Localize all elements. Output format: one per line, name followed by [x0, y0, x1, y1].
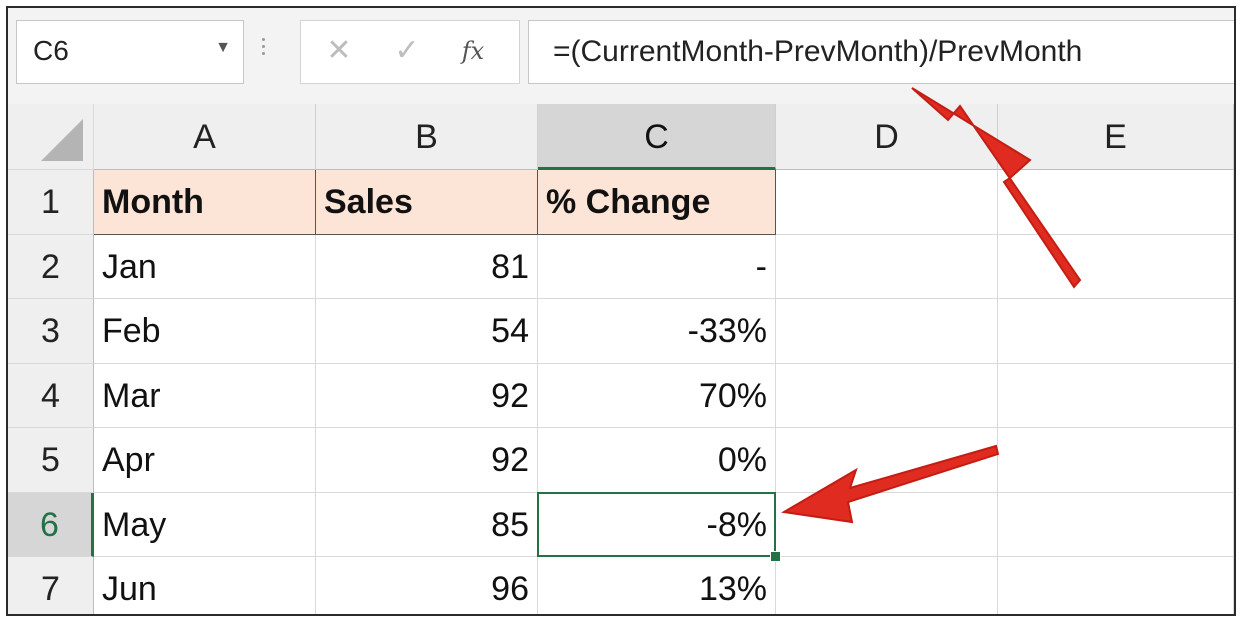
cell-b5[interactable]: 92 — [316, 428, 538, 493]
name-box-value: C6 — [33, 35, 69, 66]
cell-a3[interactable]: Feb — [94, 299, 316, 364]
cell-e4[interactable] — [998, 363, 1234, 428]
select-all-icon — [41, 119, 83, 161]
column-header-d[interactable]: D — [776, 104, 998, 170]
cell-b2[interactable]: 81 — [316, 234, 538, 299]
cell-a6[interactable]: May — [94, 492, 316, 557]
cell-d5[interactable] — [776, 428, 998, 493]
cell-a4[interactable]: Mar — [94, 363, 316, 428]
cell-value: Sales — [324, 183, 413, 221]
row-header-5[interactable]: 5 — [8, 428, 94, 493]
select-all-corner[interactable] — [8, 104, 94, 170]
cell-value: -33% — [687, 312, 767, 350]
cell-c7[interactable]: 13% — [538, 557, 776, 614]
cell-b4[interactable]: 92 — [316, 363, 538, 428]
column-header-e[interactable]: E — [998, 104, 1234, 170]
cell-a5[interactable]: Apr — [94, 428, 316, 493]
cell-value: May — [102, 505, 167, 544]
cell-value: Mar — [102, 376, 161, 415]
cell-value: 13% — [698, 570, 767, 608]
cell-b6[interactable]: 85 — [316, 492, 538, 557]
cell-value: 92 — [491, 441, 529, 479]
formula-text: =(CurrentMonth-PrevMonth)/PrevMonth — [553, 35, 1083, 68]
column-header-c[interactable]: C — [538, 104, 776, 170]
cell-value: 81 — [491, 247, 529, 286]
cell-d4[interactable] — [776, 363, 998, 428]
cell-value: 96 — [491, 570, 529, 608]
column-header-b[interactable]: B — [316, 104, 538, 170]
insert-function-icon[interactable]: fx — [461, 37, 485, 65]
cell-d3[interactable] — [776, 299, 998, 364]
cell-value: Jun — [102, 570, 157, 608]
formula-buttons: ✕ ✓ fx — [300, 20, 520, 84]
cell-c6[interactable]: -8% — [538, 492, 776, 557]
row-header-3[interactable]: 3 — [8, 299, 94, 364]
cell-b1[interactable]: Sales — [316, 170, 538, 235]
row-header-2[interactable]: 2 — [8, 234, 94, 299]
cell-c2[interactable]: - — [538, 234, 776, 299]
cell-a2[interactable]: Jan — [94, 234, 316, 299]
name-box[interactable]: C6 ▼ — [16, 20, 244, 84]
cell-d2[interactable] — [776, 234, 998, 299]
column-header-a[interactable]: A — [94, 104, 316, 170]
formula-input[interactable]: =(CurrentMonth-PrevMonth)/PrevMonth — [528, 20, 1234, 84]
row-header-7[interactable]: 7 — [8, 557, 94, 614]
row-header-4[interactable]: 4 — [8, 363, 94, 428]
cell-a1[interactable]: Month — [94, 170, 316, 235]
cell-value: 92 — [491, 376, 529, 415]
cell-e2[interactable] — [998, 234, 1234, 299]
cell-value: Feb — [102, 312, 161, 350]
cell-value: Jan — [102, 247, 157, 286]
row-header-1[interactable]: 1 — [8, 170, 94, 235]
cell-d1[interactable] — [776, 170, 998, 235]
cell-value: - — [755, 247, 767, 286]
cell-d6[interactable] — [776, 492, 998, 557]
cell-c3[interactable]: -33% — [538, 299, 776, 364]
cell-value: 0% — [717, 441, 767, 479]
caret-down-icon[interactable]: ▼ — [215, 39, 231, 56]
cell-c4[interactable]: 70% — [538, 363, 776, 428]
cell-b7[interactable]: 96 — [316, 557, 538, 614]
cell-value: 85 — [491, 505, 529, 544]
formula-bar: C6 ▼ ✕ ✓ fx =(CurrentMonth-PrevMonth)/Pr… — [8, 8, 1234, 104]
more-options-icon[interactable] — [260, 34, 266, 64]
spreadsheet-window: C6 ▼ ✕ ✓ fx =(CurrentMonth-PrevMonth)/Pr… — [6, 6, 1236, 616]
cell-e5[interactable] — [998, 428, 1234, 493]
cell-c5[interactable]: 0% — [538, 428, 776, 493]
cell-value: 54 — [491, 312, 529, 350]
cancel-icon[interactable]: ✕ — [326, 34, 352, 67]
cell-e7[interactable] — [998, 557, 1234, 614]
cell-e3[interactable] — [998, 299, 1234, 364]
cell-a7[interactable]: Jun — [94, 557, 316, 614]
cell-c1[interactable]: % Change — [538, 170, 776, 235]
enter-icon[interactable]: ✓ — [394, 34, 420, 67]
cell-value: Month — [102, 183, 204, 221]
cell-e1[interactable] — [998, 170, 1234, 235]
row-header-6[interactable]: 6 — [8, 492, 94, 557]
cell-d7[interactable] — [776, 557, 998, 614]
cell-value: Apr — [102, 441, 155, 479]
cell-e6[interactable] — [998, 492, 1234, 557]
cell-b3[interactable]: 54 — [316, 299, 538, 364]
cell-value: 70% — [698, 376, 767, 415]
cell-value: % Change — [546, 183, 711, 221]
fill-handle[interactable] — [770, 551, 781, 562]
cell-value: -8% — [706, 505, 767, 544]
